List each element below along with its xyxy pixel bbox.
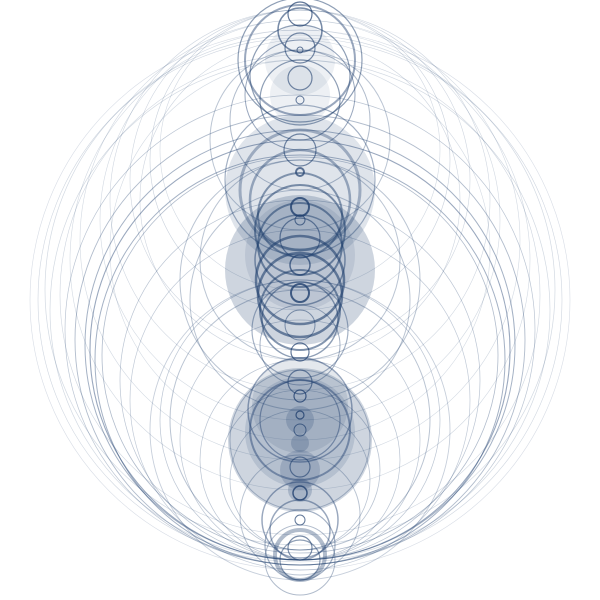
ring-62 xyxy=(239,454,361,576)
ring-75 xyxy=(290,283,310,303)
ring-42 xyxy=(254,234,346,326)
ring-78 xyxy=(287,369,313,395)
ring-28 xyxy=(237,0,363,123)
ring-70 xyxy=(295,167,305,177)
ring-31 xyxy=(244,39,356,151)
ring-83 xyxy=(292,485,308,501)
ring-45 xyxy=(261,281,339,359)
ring-12 xyxy=(69,29,531,491)
ring-43 xyxy=(256,251,344,339)
ring-22 xyxy=(129,229,471,571)
ring-13 xyxy=(79,19,521,461)
ring-79 xyxy=(293,389,307,403)
ring-1 xyxy=(29,29,571,571)
disc-91 xyxy=(245,377,355,487)
ring-10 xyxy=(94,154,506,566)
ring-11 xyxy=(101,156,499,554)
ring-53 xyxy=(249,379,351,481)
ring-63 xyxy=(287,1,313,27)
ring-81 xyxy=(293,423,307,437)
ring-5 xyxy=(59,54,541,536)
ring-69 xyxy=(283,133,317,167)
ring-77 xyxy=(290,342,310,362)
ring-71 xyxy=(290,197,310,217)
ring-67 xyxy=(287,65,313,91)
ring-37 xyxy=(248,148,352,252)
ring-47 xyxy=(259,304,341,386)
ring-73 xyxy=(279,217,321,259)
ring-layer xyxy=(29,0,571,596)
disc-97 xyxy=(270,65,330,125)
ring-36 xyxy=(238,128,362,252)
ring-29 xyxy=(244,4,356,116)
ring-74 xyxy=(289,254,311,276)
ring-19 xyxy=(139,39,461,361)
ring-86 xyxy=(279,539,321,581)
disc-96 xyxy=(291,434,309,452)
disc-92 xyxy=(252,357,348,453)
ring-49 xyxy=(179,159,421,401)
ring-46 xyxy=(251,281,349,379)
ring-27 xyxy=(229,409,371,551)
ring-72 xyxy=(294,214,306,226)
ring-82 xyxy=(289,456,311,478)
ring-65 xyxy=(284,32,316,64)
ring-51 xyxy=(247,357,353,463)
ring-18 xyxy=(159,9,441,291)
ring-6 xyxy=(64,94,536,566)
ring-76 xyxy=(284,309,316,341)
ring-3 xyxy=(44,34,556,546)
ring-68 xyxy=(295,95,305,105)
disc-95 xyxy=(286,406,314,434)
ring-30 xyxy=(249,24,351,126)
ring-66 xyxy=(296,46,304,54)
ring-14 xyxy=(99,19,501,421)
ring-50 xyxy=(189,189,411,411)
ring-85 xyxy=(287,535,313,561)
ring-80 xyxy=(295,410,305,420)
ring-64 xyxy=(277,7,323,53)
disc-93 xyxy=(280,450,320,490)
ring-52 xyxy=(259,379,341,461)
ring-2 xyxy=(37,37,563,563)
ring-34 xyxy=(209,49,391,231)
disc-90 xyxy=(228,368,372,512)
ring-7 xyxy=(74,114,526,566)
filled-disc-layer xyxy=(225,25,375,512)
ring-33 xyxy=(229,49,371,191)
ring-48 xyxy=(199,159,401,361)
ring-55 xyxy=(169,289,431,551)
ring-57 xyxy=(261,481,339,559)
ring-84 xyxy=(294,514,306,526)
ring-44 xyxy=(259,269,341,351)
ring-32 xyxy=(259,59,341,141)
